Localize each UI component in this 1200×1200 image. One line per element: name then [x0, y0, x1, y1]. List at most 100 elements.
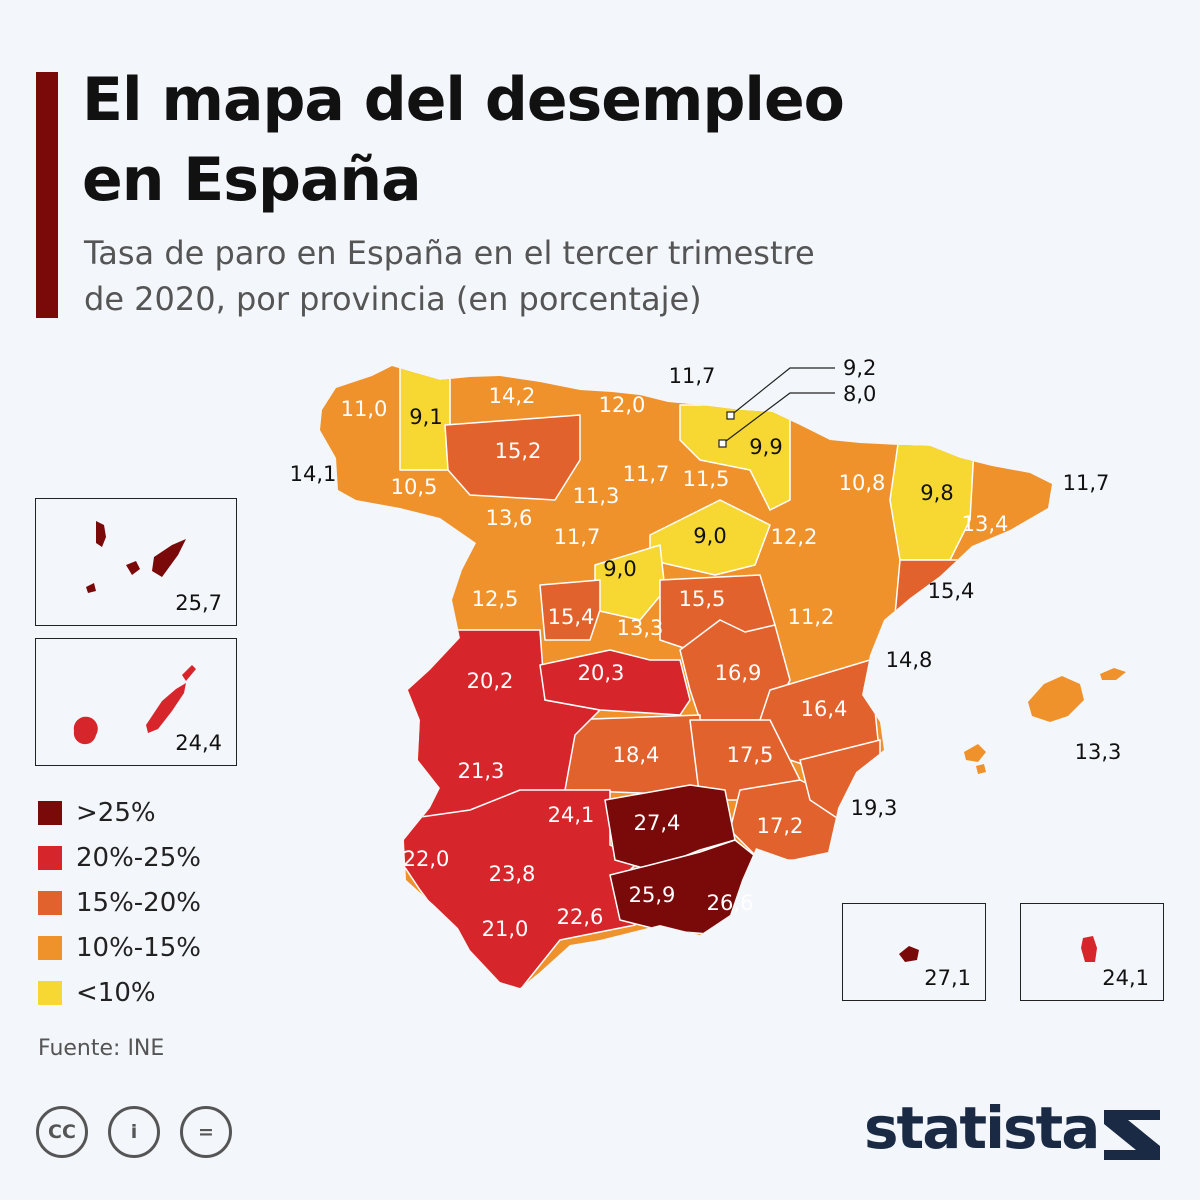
- province-value-label: 22,0: [403, 847, 450, 871]
- province-value-label: 11,7: [1063, 471, 1110, 495]
- region-toledo: [539, 649, 691, 716]
- statista-logo-mark: [1104, 1110, 1160, 1160]
- province-value-label: 15,4: [928, 579, 975, 603]
- title-line-1: El mapa del desempleo: [82, 65, 845, 135]
- mallorca-shape: [1028, 676, 1084, 722]
- region-western-andalusia: [399, 789, 641, 988]
- menorca-shape: [1100, 668, 1126, 680]
- province-value-label: 10,8: [839, 471, 886, 495]
- province-value-label: 13,6: [486, 506, 533, 530]
- title-line-2: en España: [82, 145, 422, 215]
- province-value-label: 20,2: [467, 669, 514, 693]
- province-value-label: 13,4: [962, 512, 1009, 536]
- legend-item: >25%: [38, 790, 201, 835]
- region-leon: [444, 414, 581, 501]
- region-avila: [539, 579, 601, 641]
- statista-logo-text[interactable]: statista: [864, 1094, 1100, 1162]
- legend-swatch: [38, 845, 62, 870]
- province-value-label: 15,4: [548, 605, 595, 629]
- legend: >25% 20%-25% 15%-20% 10%-15% <10%: [38, 790, 201, 1015]
- legend-label: 15%-20%: [76, 887, 201, 918]
- province-value-label: 16,4: [801, 697, 848, 721]
- province-value-label: 9,9: [749, 435, 782, 459]
- tenerife-islands: [86, 521, 186, 593]
- cc-icon[interactable]: CC: [36, 1106, 88, 1158]
- province-value-label: 13,3: [1075, 740, 1122, 764]
- attribution-icon[interactable]: i: [108, 1106, 160, 1158]
- province-value-label: 9,1: [409, 405, 442, 429]
- legend-label: 20%-25%: [76, 842, 201, 873]
- province-value-label: 20,3: [578, 661, 625, 685]
- province-value-label: 11,7: [669, 364, 716, 388]
- legend-label: <10%: [76, 977, 156, 1008]
- melilla-value: 24,1: [1102, 966, 1149, 990]
- source-note: Fuente: INE: [38, 1036, 165, 1061]
- melilla-shape: [1081, 936, 1097, 962]
- province-value-label: 26,6: [707, 891, 754, 915]
- legend-swatch: [38, 890, 62, 915]
- accent-bar: [36, 72, 58, 318]
- province-value-label: 19,3: [851, 796, 898, 820]
- province-value-label: 22,6: [557, 905, 604, 929]
- ibiza-shape: [964, 744, 986, 762]
- callout-value-label: 8,0: [843, 382, 876, 406]
- province-value-label: 11,7: [554, 525, 601, 549]
- legend-label: >25%: [76, 797, 156, 828]
- subtitle: Tasa de paro en España en el tercer trim…: [84, 230, 984, 322]
- legend-swatch: [38, 800, 62, 825]
- province-value-label: 11,7: [623, 462, 670, 486]
- legend-item: 15%-20%: [38, 880, 201, 925]
- subtitle-line-1: Tasa de paro en España en el tercer trim…: [84, 234, 815, 272]
- province-value-label: 9,0: [603, 557, 636, 581]
- province-value-label: 13,3: [617, 616, 664, 640]
- province-value-label: 27,4: [634, 811, 681, 835]
- province-value-label: 12,5: [472, 587, 519, 611]
- subtitle-line-2: de 2020, por provincia (en porcentaje): [84, 280, 702, 318]
- province-value-label: 23,8: [489, 862, 536, 886]
- province-value-label: 11,2: [788, 605, 835, 629]
- region-cuenca: [679, 619, 791, 721]
- province-value-label: 11,0: [341, 397, 388, 421]
- tenerife-value: 25,7: [175, 591, 222, 615]
- ceuta-value: 27,1: [924, 966, 971, 990]
- province-value-label: 14,8: [886, 648, 933, 672]
- province-value-label: 21,0: [482, 917, 529, 941]
- province-value-label: 25,9: [629, 883, 676, 907]
- las-palmas-value: 24,4: [175, 731, 222, 755]
- province-value-label: 15,2: [495, 439, 542, 463]
- callout-value-label: 9,2: [843, 356, 876, 380]
- province-value-label: 17,5: [727, 743, 774, 767]
- province-value-label: 11,3: [573, 484, 620, 508]
- province-value-label: 18,4: [613, 743, 660, 767]
- legend-item: <10%: [38, 970, 201, 1015]
- province-value-label: 17,2: [757, 814, 804, 838]
- legend-swatch: [38, 980, 62, 1005]
- legend-item: 20%-25%: [38, 835, 201, 880]
- province-value-label: 9,8: [920, 481, 953, 505]
- province-value-label: 15,5: [679, 587, 726, 611]
- ceuta-shape: [899, 946, 919, 962]
- inset-ceuta: 27,1: [842, 903, 986, 1001]
- legend-label: 10%-15%: [76, 932, 201, 963]
- region-basque-navarra: [679, 404, 791, 511]
- province-value-label: 10,5: [391, 475, 438, 499]
- province-value-label: 24,1: [548, 803, 595, 827]
- legend-item: 10%-15%: [38, 925, 201, 970]
- no-derivatives-icon[interactable]: =: [180, 1106, 232, 1158]
- region-jaen: [604, 784, 736, 871]
- page-title: El mapa del desempleo en España: [82, 60, 982, 220]
- las-palmas-islands: [73, 665, 196, 745]
- license-icons: CC i =: [36, 1106, 232, 1158]
- province-value-label: 14,2: [489, 384, 536, 408]
- province-value-label: 12,2: [771, 525, 818, 549]
- inset-melilla: 24,1: [1020, 903, 1164, 1001]
- province-value-label: 11,5: [683, 467, 730, 491]
- province-value-label: 12,0: [599, 393, 646, 417]
- inset-tenerife: 25,7: [35, 498, 237, 626]
- province-value-label: 16,9: [715, 661, 762, 685]
- inset-las-palmas: 24,4: [35, 638, 237, 766]
- province-value-label: 9,0: [693, 524, 726, 548]
- formentera-shape: [976, 764, 986, 774]
- province-value-label: 14,1: [290, 462, 337, 486]
